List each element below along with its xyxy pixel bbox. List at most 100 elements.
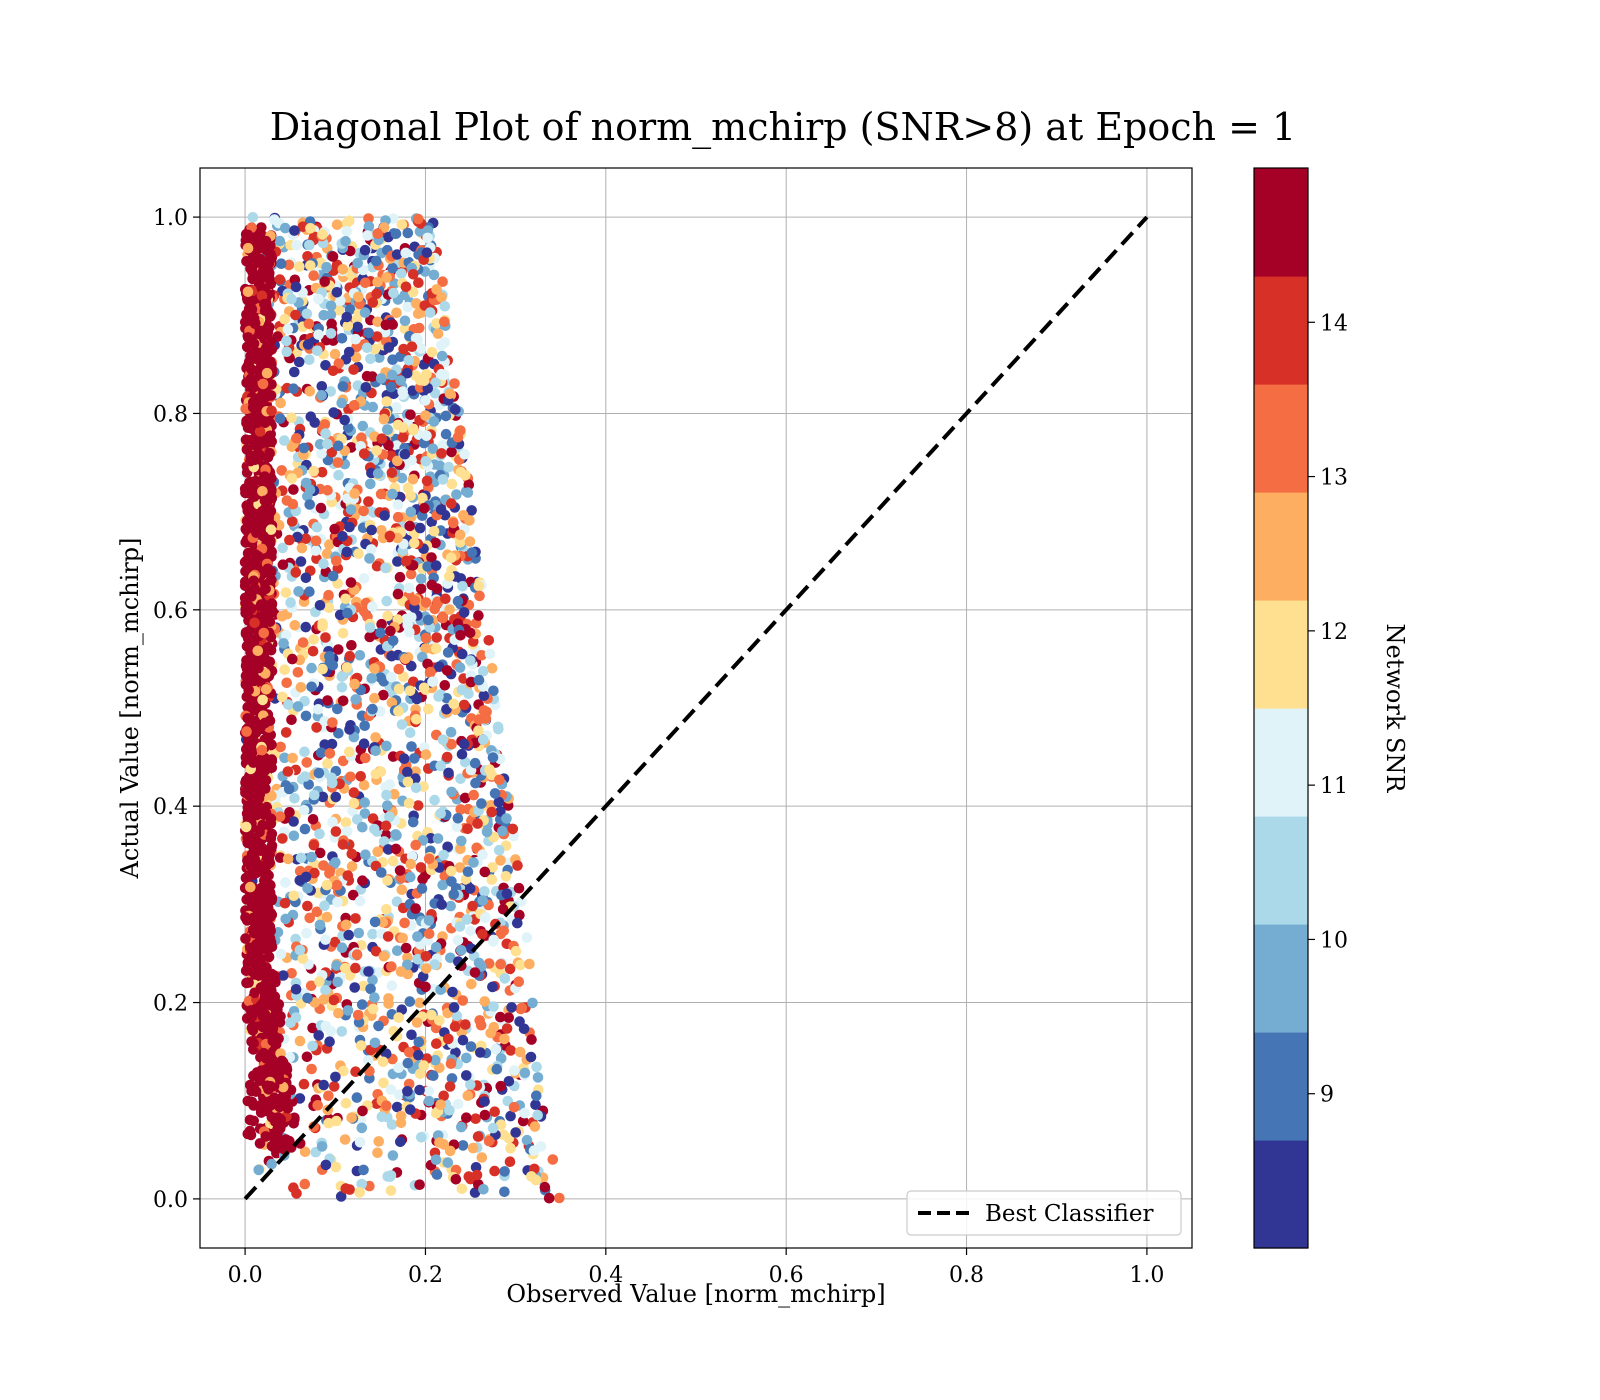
scatter-point xyxy=(387,1150,399,1161)
scatter-point xyxy=(358,448,370,460)
scatter-point xyxy=(263,942,275,954)
scatter-point xyxy=(405,506,417,518)
scatter-point xyxy=(476,650,487,661)
scatter-point xyxy=(423,703,434,715)
scatter-point xyxy=(266,828,278,840)
scatter-point xyxy=(436,292,447,303)
scatter-point xyxy=(264,273,275,285)
scatter-point xyxy=(530,1099,541,1110)
scatter-point xyxy=(478,690,490,701)
scatter-point xyxy=(362,1055,374,1066)
scatter-point xyxy=(298,805,310,816)
scatter-point xyxy=(342,870,354,881)
scatter-point xyxy=(242,229,254,241)
scatter-point xyxy=(479,886,490,897)
scatter-point xyxy=(508,1101,520,1113)
scatter-point xyxy=(399,289,411,301)
scatter-point xyxy=(308,634,320,645)
scatter-point xyxy=(435,504,447,515)
scatter-point xyxy=(420,749,432,760)
scatter-point xyxy=(339,1134,351,1145)
scatter-point xyxy=(274,811,286,822)
scatter-point xyxy=(315,502,327,514)
scatter-point xyxy=(411,298,422,310)
scatter-point xyxy=(274,1101,285,1113)
scatter-point xyxy=(397,386,409,397)
scatter-point xyxy=(420,597,432,608)
scatter-point xyxy=(467,1142,479,1154)
scatter-point xyxy=(289,225,300,236)
scatter-point xyxy=(439,301,451,312)
scatter-point xyxy=(451,1010,463,1021)
scatter-point xyxy=(327,660,339,671)
scatter-point xyxy=(431,1169,443,1180)
scatter-point xyxy=(501,888,513,899)
scatter-point xyxy=(429,959,441,970)
scatter-point xyxy=(308,270,320,282)
scatter-point xyxy=(440,410,452,422)
scatter-point xyxy=(454,862,466,873)
scatter-point xyxy=(372,276,383,288)
x-tick-label: 0.6 xyxy=(769,1263,804,1288)
scatter-point xyxy=(382,1171,394,1182)
scatter-point xyxy=(436,340,447,351)
scatter-point xyxy=(516,896,527,907)
scatter-point xyxy=(446,1073,458,1084)
scatter-point xyxy=(342,320,354,332)
scatter-point xyxy=(298,442,310,454)
scatter-point xyxy=(448,1002,460,1013)
scatter-point xyxy=(387,262,398,274)
scatter-point xyxy=(318,1079,330,1091)
scatter-point xyxy=(485,1027,497,1039)
scatter-point xyxy=(464,627,476,639)
scatter-point xyxy=(413,277,424,289)
scatter-point xyxy=(473,580,485,592)
scatter-point xyxy=(246,898,258,909)
scatter-point xyxy=(382,875,393,886)
scatter-point xyxy=(454,529,466,541)
scatter-point xyxy=(324,1036,335,1047)
scatter-point xyxy=(278,970,289,981)
scatter-point xyxy=(248,575,259,587)
scatter-point xyxy=(455,466,467,478)
scatter-point xyxy=(394,1089,405,1100)
scatter-point xyxy=(313,329,324,341)
scatter-point xyxy=(521,932,533,943)
scatter-point xyxy=(392,556,403,567)
scatter-point xyxy=(399,315,411,327)
colorbar-tick-label: 13 xyxy=(1320,466,1348,491)
scatter-point xyxy=(333,1007,344,1019)
scatter-point xyxy=(431,1038,442,1049)
scatter-point xyxy=(340,962,351,974)
scatter-point xyxy=(353,927,365,939)
scatter-point xyxy=(471,842,483,854)
scatter-point xyxy=(437,879,449,891)
scatter-point xyxy=(359,808,371,819)
scatter-point xyxy=(462,866,474,877)
scatter-point xyxy=(448,698,460,710)
scatter-point xyxy=(275,397,286,409)
scatter-point xyxy=(270,976,281,988)
scatter-point xyxy=(331,555,342,567)
scatter-point xyxy=(293,356,305,368)
scatter-point xyxy=(367,1003,379,1015)
scatter-point xyxy=(432,833,444,844)
scatter-point xyxy=(457,1140,469,1151)
scatter-point xyxy=(302,339,314,350)
scatter-point xyxy=(330,1071,341,1083)
scatter-point xyxy=(266,739,277,750)
scatter-point xyxy=(323,602,335,614)
scatter-point xyxy=(263,951,275,962)
scatter-point xyxy=(476,1152,488,1163)
scatter-point xyxy=(407,473,419,485)
scatter-point xyxy=(400,281,412,293)
scatter-point xyxy=(421,430,432,442)
scatter-point xyxy=(248,1100,259,1111)
scatter-point xyxy=(495,1011,506,1023)
scatter-point xyxy=(400,653,411,665)
scatter-point xyxy=(466,505,477,516)
scatter-point xyxy=(295,556,307,567)
scatter-point xyxy=(323,1090,334,1102)
scatter-point xyxy=(367,703,378,715)
scatter-point xyxy=(405,1104,416,1115)
